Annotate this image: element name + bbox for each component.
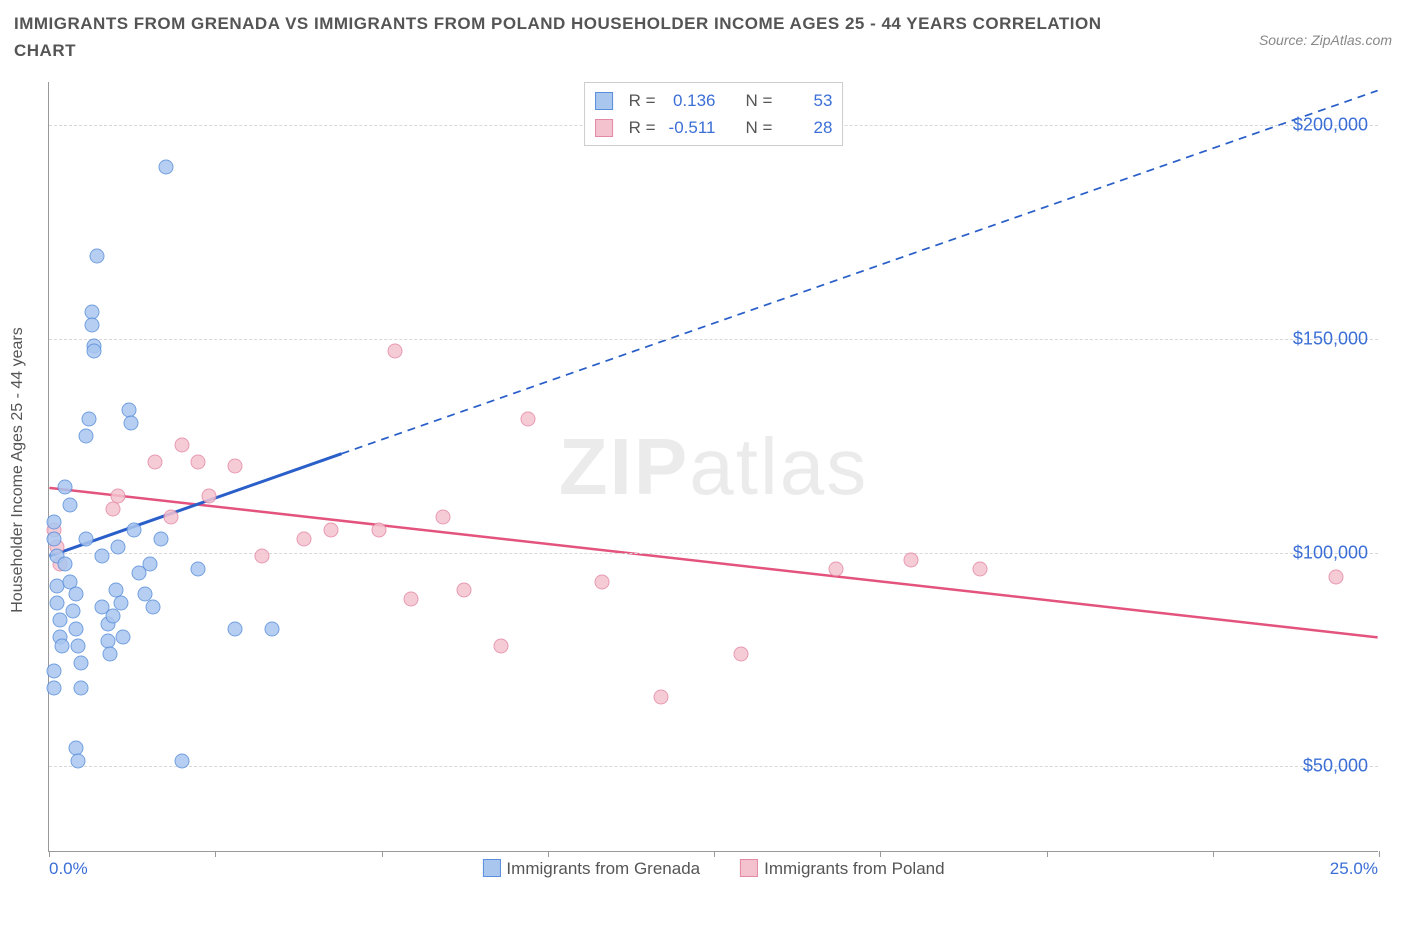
data-point-series1 — [159, 159, 174, 174]
data-point-series1 — [68, 587, 83, 602]
swatch-series1-icon — [482, 859, 500, 877]
data-point-series2 — [494, 638, 509, 653]
data-point-series1 — [143, 557, 158, 572]
x-tick — [714, 851, 715, 857]
data-point-series2 — [190, 454, 205, 469]
data-point-series1 — [47, 514, 62, 529]
gridline — [49, 766, 1378, 767]
y-axis-label: Householder Income Ages 25 - 44 years — [9, 327, 27, 613]
data-point-series1 — [175, 754, 190, 769]
data-point-series1 — [87, 343, 102, 358]
data-point-series1 — [68, 621, 83, 636]
data-point-series1 — [52, 613, 67, 628]
swatch-series1-icon — [595, 92, 613, 110]
gridline — [49, 553, 1378, 554]
data-point-series1 — [63, 497, 78, 512]
data-point-series2 — [323, 523, 338, 538]
data-point-series1 — [145, 600, 160, 615]
data-point-series2 — [903, 553, 918, 568]
source-citation: Source: ZipAtlas.com — [1259, 32, 1392, 48]
swatch-series2-icon — [595, 119, 613, 137]
data-point-series2 — [148, 454, 163, 469]
data-point-series1 — [81, 411, 96, 426]
x-tick — [548, 851, 549, 857]
data-point-series2 — [254, 548, 269, 563]
data-point-series2 — [595, 574, 610, 589]
correlation-stats-box: R = 0.136 N = 53 R = -0.511 N = 28 — [584, 82, 844, 146]
data-point-series1 — [89, 249, 104, 264]
watermark: ZIPatlas — [559, 421, 868, 513]
data-point-series2 — [201, 488, 216, 503]
legend: Immigrants from Grenada Immigrants from … — [482, 859, 944, 879]
y-tick-label: $200,000 — [1293, 114, 1368, 135]
x-tick — [1047, 851, 1048, 857]
x-axis-min-label: 0.0% — [49, 859, 88, 879]
data-point-series1 — [228, 621, 243, 636]
data-point-series1 — [47, 681, 62, 696]
data-point-series2 — [175, 437, 190, 452]
x-tick — [1379, 851, 1380, 857]
data-point-series2 — [435, 510, 450, 525]
data-point-series1 — [65, 604, 80, 619]
data-point-series1 — [57, 480, 72, 495]
data-point-series1 — [73, 681, 88, 696]
data-point-series2 — [1329, 570, 1344, 585]
data-point-series2 — [164, 510, 179, 525]
data-point-series1 — [127, 523, 142, 538]
y-tick-label: $50,000 — [1303, 756, 1368, 777]
legend-item-series1: Immigrants from Grenada — [482, 859, 700, 879]
data-point-series1 — [124, 416, 139, 431]
data-point-series1 — [116, 630, 131, 645]
x-tick — [880, 851, 881, 857]
gridline — [49, 339, 1378, 340]
swatch-series2-icon — [740, 859, 758, 877]
data-point-series1 — [111, 540, 126, 555]
data-point-series2 — [520, 411, 535, 426]
x-tick — [49, 851, 50, 857]
x-tick — [215, 851, 216, 857]
data-point-series2 — [456, 583, 471, 598]
data-point-series1 — [95, 548, 110, 563]
x-axis-max-label: 25.0% — [1330, 859, 1378, 879]
data-point-series2 — [653, 690, 668, 705]
data-point-series1 — [71, 754, 86, 769]
data-point-series2 — [973, 561, 988, 576]
data-point-series2 — [228, 459, 243, 474]
data-point-series1 — [105, 608, 120, 623]
legend-item-series2: Immigrants from Poland — [740, 859, 944, 879]
stats-row-series1: R = 0.136 N = 53 — [595, 87, 833, 114]
data-point-series2 — [403, 591, 418, 606]
data-point-series2 — [297, 531, 312, 546]
x-tick — [382, 851, 383, 857]
trend-lines — [49, 82, 1378, 851]
data-point-series2 — [829, 561, 844, 576]
data-point-series1 — [113, 595, 128, 610]
data-point-series1 — [55, 638, 70, 653]
data-point-series1 — [79, 429, 94, 444]
data-point-series1 — [265, 621, 280, 636]
scatter-plot: ZIPatlas R = 0.136 N = 53 R = -0.511 N =… — [48, 82, 1378, 852]
y-tick-label: $150,000 — [1293, 328, 1368, 349]
data-point-series1 — [47, 531, 62, 546]
x-tick — [1213, 851, 1214, 857]
data-point-series1 — [103, 647, 118, 662]
data-point-series1 — [73, 655, 88, 670]
data-point-series2 — [111, 488, 126, 503]
y-tick-label: $100,000 — [1293, 542, 1368, 563]
chart-title: IMMIGRANTS FROM GRENADA VS IMMIGRANTS FR… — [14, 10, 1114, 64]
data-point-series1 — [47, 664, 62, 679]
data-point-series2 — [387, 343, 402, 358]
data-point-series1 — [71, 638, 86, 653]
data-point-series2 — [105, 501, 120, 516]
data-point-series1 — [49, 595, 64, 610]
data-point-series2 — [733, 647, 748, 662]
stats-row-series2: R = -0.511 N = 28 — [595, 114, 833, 141]
data-point-series1 — [57, 557, 72, 572]
data-point-series1 — [153, 531, 168, 546]
data-point-series1 — [190, 561, 205, 576]
data-point-series1 — [84, 317, 99, 332]
data-point-series1 — [79, 531, 94, 546]
data-point-series2 — [371, 523, 386, 538]
